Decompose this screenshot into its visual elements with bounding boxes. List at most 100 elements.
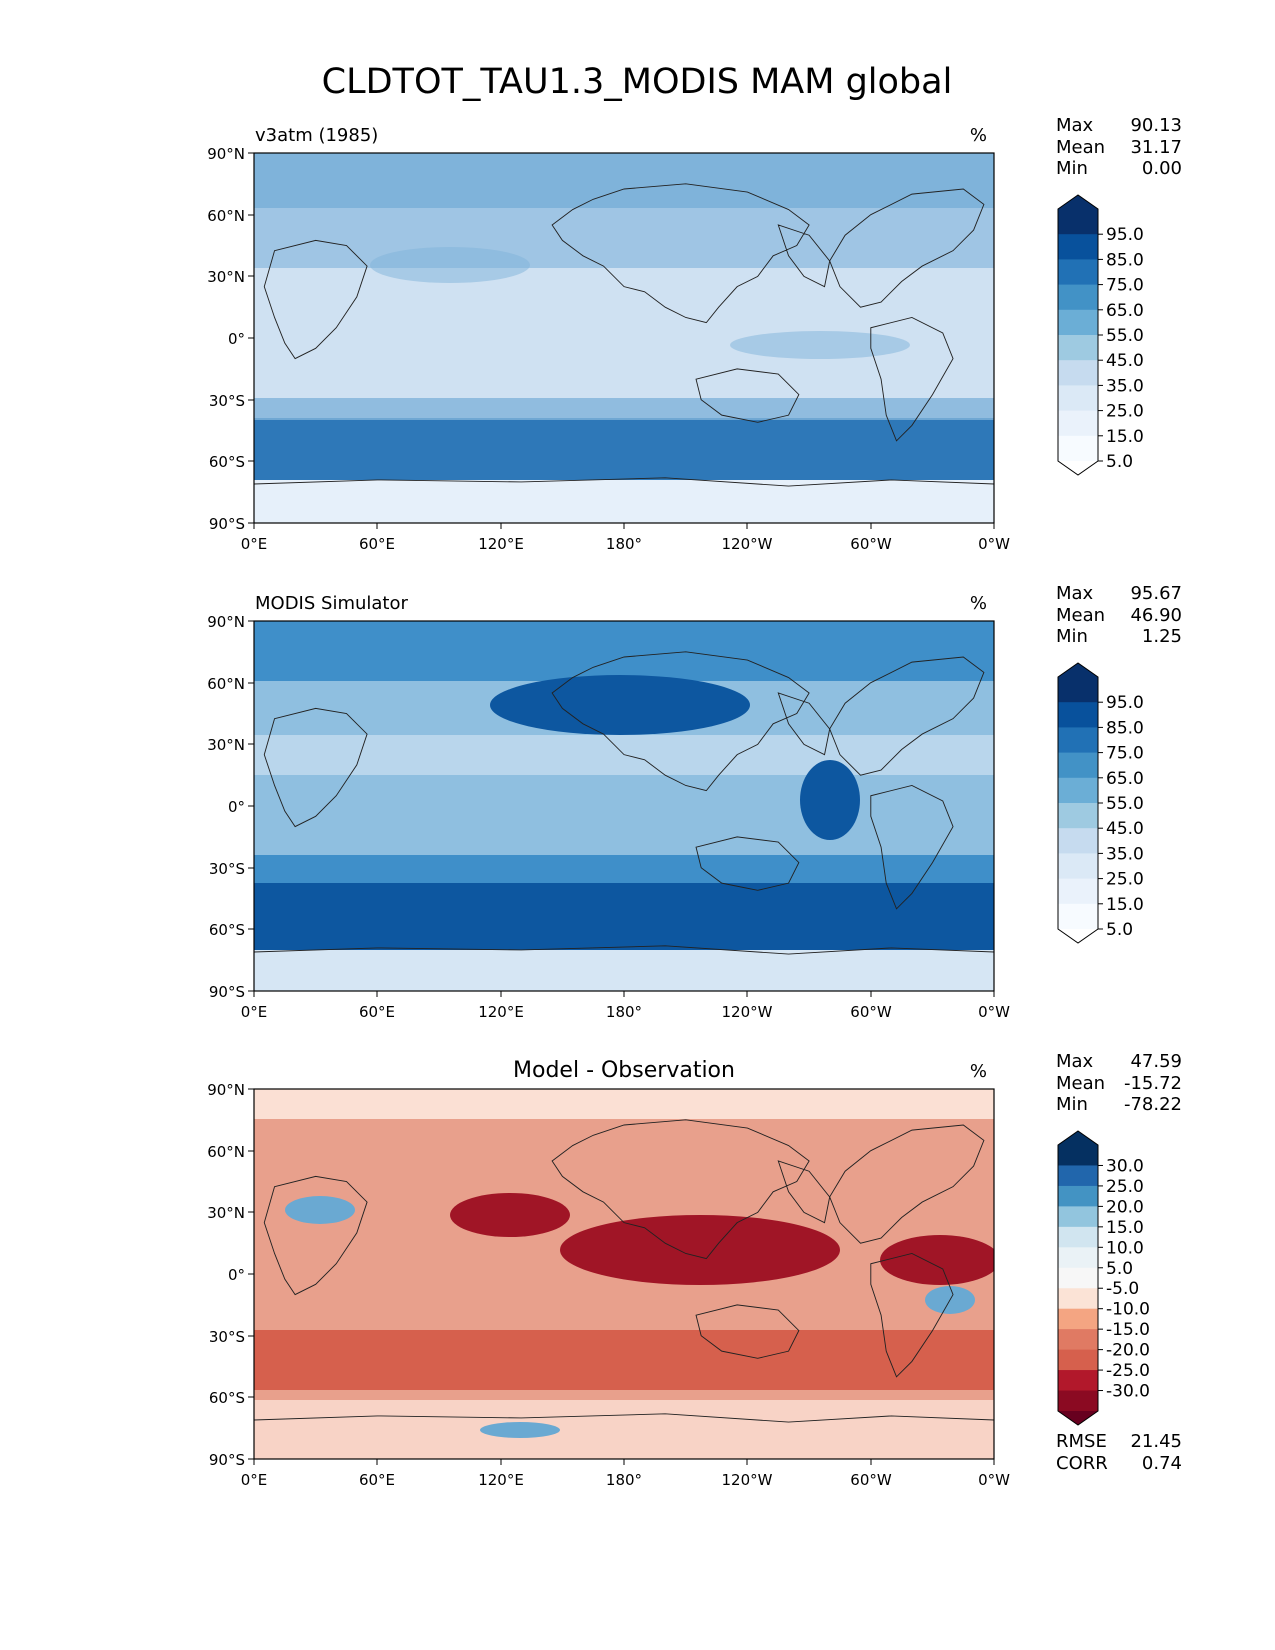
lon-tick-label: 0°W <box>978 1471 1010 1489</box>
stat-label: Min <box>1056 626 1088 647</box>
stats-block: Max 47.59 Mean -15.72 Min -78.22 <box>1056 1051 1182 1116</box>
colorbar-tick-label: 35.0 <box>1106 844 1144 864</box>
colorbar-swatch <box>1058 1288 1098 1310</box>
colorbar-swatch <box>1058 335 1098 361</box>
colorbar-tick-label: 55.0 <box>1106 326 1144 346</box>
colorbar-tick-label: 95.0 <box>1106 693 1144 713</box>
colorbar-swatch <box>1058 727 1098 754</box>
stat-label: CORR <box>1056 1452 1108 1474</box>
colorbar: 30.025.020.015.010.05.0-5.0-10.0-15.0-20… <box>1057 1130 1150 1426</box>
colorbar-swatch <box>1058 1247 1098 1269</box>
panel-reference: MODIS Simulator % 90°N 60°N <box>207 593 1144 1021</box>
stat-value: -15.72 <box>1123 1072 1182 1094</box>
lon-tick-label: 60°E <box>359 1471 395 1489</box>
colorbar-swatch <box>1058 677 1098 703</box>
stat-value: 21.45 <box>1130 1431 1182 1452</box>
colorbar-swatch <box>1058 903 1098 930</box>
panel-units: % <box>970 125 987 146</box>
colorbar-tick-label: 25.0 <box>1106 1177 1144 1197</box>
colorbar-tick-label: -15.0 <box>1106 1320 1150 1340</box>
colorbar-extend-bottom <box>1058 1411 1098 1425</box>
lon-tick-label: 180° <box>606 1471 642 1489</box>
colorbar-swatch <box>1058 309 1098 336</box>
colorbar-tick-label: 45.0 <box>1106 351 1144 371</box>
lat-tick-label: 0° <box>228 1266 245 1284</box>
stat-value: 1.25 <box>1141 626 1182 647</box>
map-field <box>254 1089 994 1459</box>
colorbar-tick-label: -10.0 <box>1106 1300 1150 1320</box>
colorbar-swatch <box>1058 385 1098 412</box>
colorbar-tick-label: 5.0 <box>1106 920 1133 940</box>
lon-tick-label: 0°E <box>241 1003 268 1021</box>
colorbar-swatch <box>1058 410 1098 437</box>
colorbar-swatch <box>1058 1226 1098 1248</box>
colorbar-swatch <box>1058 777 1098 804</box>
colorbar-extend-top <box>1058 1131 1098 1145</box>
colorbar-tick-label: 15.0 <box>1106 1218 1144 1238</box>
stat-label: Mean <box>1056 604 1106 626</box>
stat-value: 47.59 <box>1130 1051 1182 1072</box>
stat-label: Min <box>1056 158 1088 179</box>
colorbar-tick-label: 25.0 <box>1106 870 1144 890</box>
stat-label: Max <box>1056 583 1094 604</box>
colorbar-swatch <box>1058 1329 1098 1351</box>
colorbar-tick-label: 85.0 <box>1106 718 1144 738</box>
colorbar-tick-label: 5.0 <box>1106 1259 1133 1279</box>
stat-label: Mean <box>1056 1072 1106 1094</box>
stat-value: 90.13 <box>1130 115 1182 136</box>
colorbar-tick-label: 30.0 <box>1106 1156 1144 1176</box>
colorbar-tick-label: 45.0 <box>1106 819 1144 839</box>
colorbar-tick-label: 35.0 <box>1106 376 1144 396</box>
stat-value: 46.90 <box>1130 604 1182 626</box>
colorbar-tick-label: -20.0 <box>1106 1341 1150 1361</box>
stats-block: Max 90.13 Mean 31.17 Min 0.00 <box>1056 115 1182 180</box>
stat-value: 0.74 <box>1141 1452 1182 1474</box>
lat-tick-label: 60°N <box>207 675 245 693</box>
coastlines <box>254 183 994 487</box>
lon-tick-label: 120°E <box>478 1471 524 1489</box>
lat-tick-label: 30°N <box>207 736 245 754</box>
colorbar-swatch <box>1058 284 1098 311</box>
colorbar-swatch <box>1058 702 1098 728</box>
lat-tick-label: 30°N <box>207 1204 245 1222</box>
colorbar-outline <box>1057 1130 1099 1426</box>
colorbar-extend-bottom <box>1058 461 1098 475</box>
lat-tick-label: 60°S <box>209 1389 245 1407</box>
lat-tick-label: 60°S <box>209 921 245 939</box>
lat-tick-label: 30°S <box>209 860 245 878</box>
stat-value: 0.00 <box>1141 158 1182 179</box>
lon-tick-label: 0°E <box>241 1471 268 1489</box>
lon-tick-label: 60°W <box>850 535 892 553</box>
colorbar-extend-top <box>1058 663 1098 677</box>
colorbar-tick-label: 65.0 <box>1106 301 1144 321</box>
colorbar-tick-label: 65.0 <box>1106 769 1144 789</box>
lat-tick-label: 90°N <box>207 1081 245 1099</box>
lat-tick-label: 90°S <box>209 515 245 533</box>
figure-title: CLDTOT_TAU1.3_MODIS MAM global <box>322 62 953 102</box>
stat-label: Max <box>1056 1051 1094 1072</box>
colorbar-swatch <box>1058 1370 1098 1392</box>
colorbar-tick-label: 15.0 <box>1106 427 1144 447</box>
stat-value: 95.67 <box>1130 583 1182 604</box>
lon-tick-label: 0°W <box>978 1003 1010 1021</box>
colorbar: 95.0 85.0 75.0 65.0 55.0 45.0 35.0 25.0 15.0 5.0 <box>1057 662 1144 944</box>
panel-model: v3atm (1985) % 90°N 60°N 30 <box>207 125 1144 553</box>
colorbar-tick-label: -30.0 <box>1106 1382 1150 1402</box>
lon-axis: 0°E 60°E 120°E 180° 120°W 60°W 0°W <box>241 1459 1010 1489</box>
panel-title: v3atm (1985) <box>255 125 378 146</box>
lat-axis: 90°N 60°N 30°N 0° 30°S 60°S 90°S <box>207 145 254 533</box>
stat-label: Max <box>1056 115 1094 136</box>
colorbar-swatch <box>1058 259 1098 286</box>
lon-tick-label: 120°W <box>722 1471 773 1489</box>
lon-tick-label: 120°W <box>722 1003 773 1021</box>
stat-label: RMSE <box>1056 1431 1107 1452</box>
lat-tick-label: 90°N <box>207 145 245 163</box>
lon-tick-label: 60°W <box>850 1471 892 1489</box>
colorbar-swatch <box>1058 878 1098 905</box>
colorbar-swatch <box>1058 360 1098 386</box>
colorbar-tick-label: 75.0 <box>1106 276 1144 296</box>
lat-tick-label: 60°N <box>207 207 245 225</box>
colorbar-swatch <box>1058 435 1098 462</box>
colorbar-tick-label: 85.0 <box>1106 250 1144 270</box>
colorbar-tick-label: 95.0 <box>1106 225 1144 245</box>
